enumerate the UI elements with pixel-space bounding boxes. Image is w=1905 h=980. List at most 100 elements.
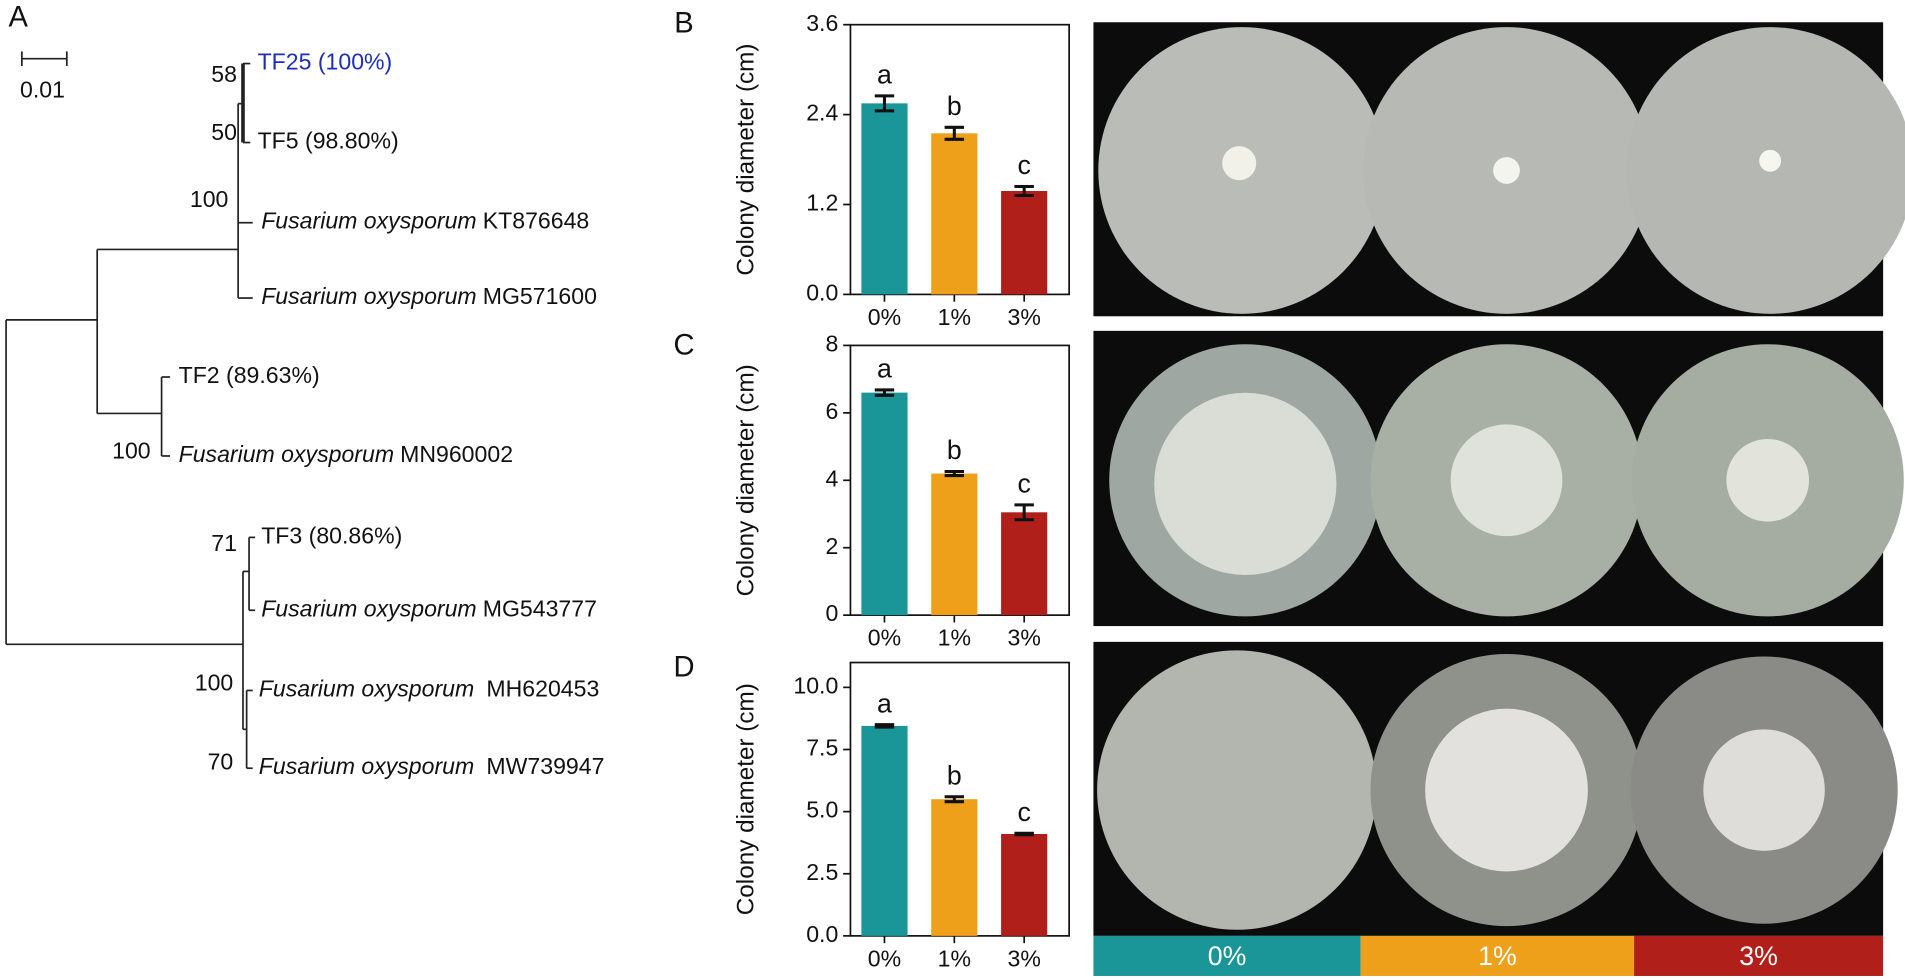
significance-letter: c bbox=[1018, 797, 1031, 827]
x-tick-label: 0% bbox=[868, 945, 901, 971]
leaf-label: Fusarium oxysporum MH620453 bbox=[259, 676, 600, 702]
color-segment bbox=[1634, 935, 1884, 976]
significance-letter: a bbox=[877, 688, 892, 718]
y-axis-label: Colony diameter (cm) bbox=[733, 43, 760, 275]
y-tick-label: 4 bbox=[825, 465, 838, 491]
species: Fusarium oxysporum bbox=[261, 283, 476, 309]
x-tick-label: 3% bbox=[1008, 945, 1041, 971]
bootstrap: 100 bbox=[112, 437, 151, 463]
y-tick-label: 2.5 bbox=[806, 859, 838, 885]
leaf-label: Fusarium oxysporum MN960002 bbox=[179, 441, 513, 467]
color-segment-label: 1% bbox=[1478, 941, 1517, 971]
x-tick-label: 3% bbox=[1008, 625, 1041, 651]
leaf-name: TF5 (98.80%) bbox=[258, 128, 399, 154]
leaf-label: TF3 (80.86%) bbox=[261, 522, 402, 548]
accession: MG543777 bbox=[483, 595, 597, 621]
significance-letter: a bbox=[877, 59, 892, 89]
y-tick-label: 10.0 bbox=[793, 672, 838, 698]
y-tick-label: 0 bbox=[825, 600, 838, 626]
leaf-label: Fusarium oxysporum MG571600 bbox=[261, 283, 597, 309]
panel-label: B bbox=[674, 7, 693, 39]
photos bbox=[1093, 22, 1905, 936]
error-bar bbox=[1014, 184, 1034, 198]
error-bar bbox=[874, 388, 895, 397]
error-bar bbox=[1014, 831, 1034, 837]
y-tick-label: 8 bbox=[825, 331, 838, 357]
leaf-label: Fusarium oxysporum MW739947 bbox=[259, 753, 605, 779]
leaf-label: TF5 (98.80%) bbox=[258, 128, 399, 154]
x-tick-label: 0% bbox=[868, 625, 901, 651]
significance-letter: b bbox=[947, 91, 962, 121]
leaf-label: Fusarium oxysporum MG543777 bbox=[261, 595, 597, 621]
error-bar bbox=[944, 125, 965, 141]
y-axis-label: Colony diameter (cm) bbox=[733, 364, 760, 596]
leaf-label: TF25 (100%) bbox=[258, 49, 393, 75]
error-bar bbox=[874, 723, 895, 729]
species: Fusarium oxysporum bbox=[261, 595, 476, 621]
bootstrap: 100 bbox=[190, 186, 229, 212]
bar bbox=[1001, 833, 1048, 936]
x-tick-label: 1% bbox=[938, 304, 971, 330]
color-segment bbox=[1093, 935, 1361, 976]
accession: MW739947 bbox=[486, 753, 604, 779]
x-tick-label: 3% bbox=[1008, 304, 1041, 330]
panel-label: A bbox=[9, 1, 29, 33]
leaf-name: TF25 (100%) bbox=[258, 49, 393, 75]
y-tick-label: 7.5 bbox=[806, 735, 838, 761]
y-tick-label: 5.0 bbox=[806, 797, 838, 823]
bar bbox=[861, 103, 908, 295]
y-tick-label: 6 bbox=[825, 398, 838, 424]
significance-letter: c bbox=[1018, 469, 1031, 499]
species: Fusarium oxysporum bbox=[259, 676, 474, 702]
bootstrap: 71 bbox=[211, 530, 237, 556]
color-segment bbox=[1360, 935, 1635, 976]
error-bar bbox=[874, 94, 895, 113]
bar bbox=[861, 392, 908, 616]
x-tick-label: 1% bbox=[938, 945, 971, 971]
significance-letter: a bbox=[877, 354, 892, 384]
significance-letter: b bbox=[947, 435, 962, 465]
color-segment-label: 3% bbox=[1739, 941, 1778, 971]
y-tick-label: 2 bbox=[825, 533, 838, 559]
leaf-label: Fusarium oxysporum KT876648 bbox=[261, 208, 589, 234]
color-segment-label: 0% bbox=[1208, 941, 1247, 971]
bar bbox=[1001, 191, 1048, 295]
colony bbox=[1703, 729, 1825, 851]
x-tick-label: 1% bbox=[938, 625, 971, 651]
colony bbox=[1726, 438, 1810, 522]
bootstrap: 70 bbox=[208, 748, 234, 774]
accession: KT876648 bbox=[483, 208, 590, 234]
panel-label: D bbox=[673, 651, 694, 683]
significance-letter: b bbox=[947, 760, 962, 790]
colony bbox=[1222, 146, 1257, 181]
bar bbox=[1001, 512, 1048, 616]
scale-label: 0.01 bbox=[20, 77, 65, 103]
species: Fusarium oxysporum bbox=[261, 208, 476, 234]
error-bar bbox=[944, 795, 965, 804]
error-bar bbox=[944, 469, 965, 478]
panel-label: C bbox=[673, 329, 694, 361]
error-bar bbox=[1014, 503, 1034, 522]
colony bbox=[1154, 392, 1337, 576]
leaf-name: TF2 (89.63%) bbox=[179, 362, 320, 388]
leaf-name: TF3 (80.86%) bbox=[261, 522, 402, 548]
colony bbox=[1450, 424, 1563, 537]
plate bbox=[1097, 650, 1377, 930]
leaf-label: TF2 (89.63%) bbox=[179, 362, 320, 388]
phylogenetic-tree bbox=[5, 51, 256, 770]
y-tick-label: 2.4 bbox=[806, 100, 838, 126]
bar bbox=[861, 725, 908, 936]
bar bbox=[931, 799, 978, 936]
accession: MN960002 bbox=[400, 441, 513, 467]
species: Fusarium oxysporum bbox=[179, 441, 394, 467]
y-tick-label: 3.6 bbox=[806, 10, 838, 36]
colony bbox=[1425, 708, 1588, 872]
y-tick-label: 0.0 bbox=[806, 279, 838, 305]
y-axis-label: Colony diameter (cm) bbox=[733, 683, 760, 915]
species: Fusarium oxysporum bbox=[259, 753, 474, 779]
colony bbox=[1759, 149, 1782, 172]
y-tick-label: 1.2 bbox=[806, 190, 838, 216]
bootstrap: 100 bbox=[195, 669, 234, 695]
bootstrap: 58 bbox=[211, 61, 237, 87]
